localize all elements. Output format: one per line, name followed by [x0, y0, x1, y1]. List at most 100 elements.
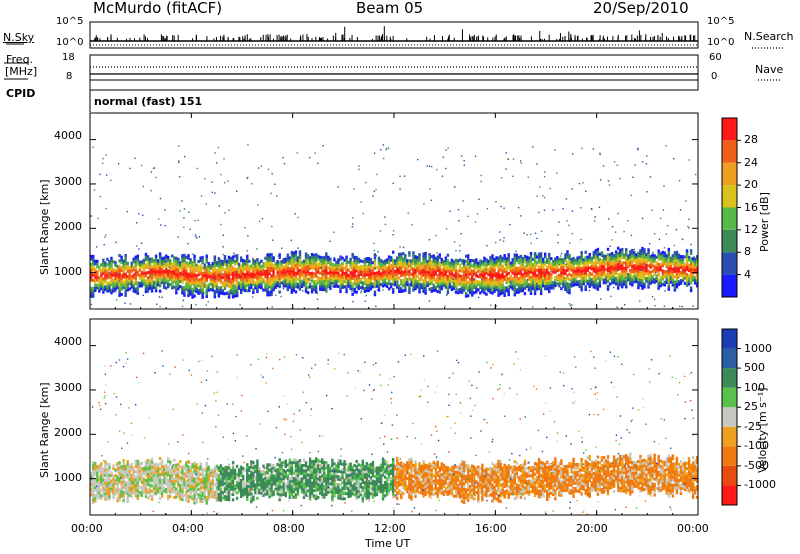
data-cell — [594, 249, 598, 253]
data-cell — [631, 278, 634, 282]
data-cell — [414, 281, 417, 285]
data-cell — [450, 274, 454, 278]
data-cell — [468, 259, 472, 263]
data-cell — [120, 292, 123, 296]
data-cell — [124, 267, 127, 271]
data-cell — [468, 267, 472, 271]
data-cell — [673, 275, 677, 279]
scatter-point — [495, 305, 498, 307]
data-cell — [235, 294, 239, 298]
data-cell — [242, 264, 245, 268]
data-cell — [179, 266, 182, 270]
data-cell — [566, 268, 569, 272]
data-cell — [513, 258, 516, 262]
data-cell — [132, 472, 135, 476]
data-cell — [262, 272, 265, 276]
data-cell — [446, 280, 450, 284]
scatter-point — [581, 147, 583, 150]
data-cell — [189, 284, 192, 288]
data-cell — [126, 499, 129, 504]
data-cell — [104, 465, 107, 469]
data-cell — [160, 470, 164, 474]
data-cell — [576, 272, 579, 276]
data-cell — [314, 261, 318, 265]
data-cell — [134, 464, 138, 469]
scatter-point — [364, 300, 366, 303]
data-cell — [207, 262, 210, 266]
data-cell — [152, 283, 156, 287]
data-cell — [695, 284, 699, 288]
data-cell — [627, 262, 630, 266]
data-cell — [156, 490, 160, 494]
data-cell — [610, 252, 614, 256]
data-cell — [308, 274, 312, 278]
data-cell — [475, 258, 478, 262]
data-cell — [185, 482, 188, 486]
freq-tick-top: 18 — [62, 52, 75, 63]
data-cell — [187, 256, 190, 260]
data-cell — [450, 258, 454, 262]
data-cell — [456, 269, 460, 274]
data-cell — [215, 287, 219, 291]
data-cell — [365, 267, 369, 271]
data-cell — [140, 276, 144, 280]
data-cell — [556, 274, 559, 278]
data-cell — [213, 260, 217, 264]
data-cell — [647, 258, 650, 262]
data-cell — [363, 265, 367, 269]
data-cell — [274, 277, 277, 281]
data-cell — [219, 272, 223, 276]
data-cell — [462, 262, 466, 266]
data-cell — [406, 277, 409, 281]
data-cell — [203, 282, 206, 286]
data-cell — [102, 494, 105, 498]
data-cell — [122, 464, 125, 468]
data-cell — [138, 469, 142, 473]
data-cell — [418, 271, 421, 275]
data-cell — [298, 261, 302, 265]
data-cell — [606, 287, 610, 291]
data-cell — [217, 278, 221, 282]
data-cell — [197, 278, 200, 282]
scatter-point — [375, 188, 377, 191]
data-cell — [464, 270, 468, 274]
data-cell — [292, 256, 296, 260]
data-cell — [199, 280, 202, 284]
data-cell — [217, 259, 221, 263]
data-cell — [201, 258, 204, 262]
data-cell — [171, 484, 174, 488]
data-cell — [653, 259, 656, 263]
data-cell — [106, 257, 109, 261]
scatter-point — [194, 219, 196, 222]
data-cell — [539, 273, 543, 277]
data-cell — [493, 284, 496, 288]
data-cell — [181, 492, 184, 496]
data-cell — [92, 257, 95, 261]
data-cell — [695, 273, 699, 277]
data-cell — [108, 476, 111, 480]
data-cell — [546, 271, 549, 275]
data-cell — [416, 274, 419, 278]
data-cell — [471, 288, 474, 292]
data-cell — [420, 270, 423, 274]
data-cell — [422, 265, 425, 269]
data-cell — [94, 467, 97, 471]
data-cell — [128, 274, 131, 278]
data-cell — [665, 270, 668, 274]
data-cell — [643, 272, 646, 276]
data-cell — [118, 495, 121, 499]
data-cell — [118, 291, 121, 295]
data-cell — [134, 279, 138, 283]
data-cell — [258, 280, 261, 284]
data-cell — [602, 254, 606, 258]
data-cell — [491, 286, 494, 290]
data-cell — [227, 290, 231, 294]
scatter-point — [153, 167, 156, 169]
data-cell — [450, 266, 454, 270]
data-cell — [120, 478, 123, 482]
data-cell — [225, 275, 229, 279]
scatter-point — [213, 293, 215, 295]
data-cell — [404, 264, 407, 268]
data-cell — [454, 274, 458, 278]
data-cell — [515, 258, 519, 263]
